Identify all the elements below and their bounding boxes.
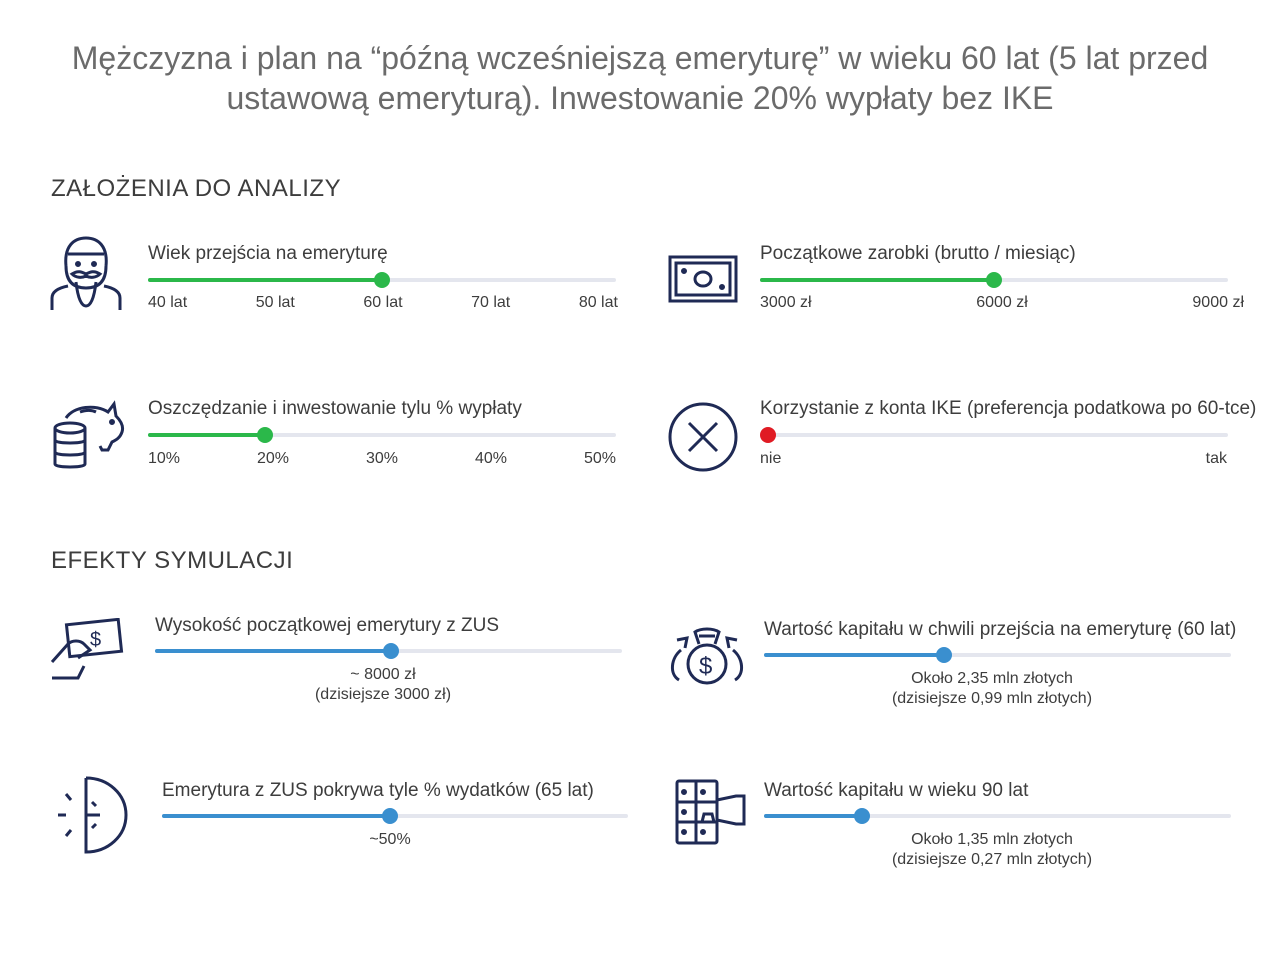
result-bar: [764, 647, 1231, 663]
tick-label: tak: [1205, 450, 1227, 467]
result-line: ~ 8000 zł: [350, 666, 416, 683]
tick-label: 3000 zł: [760, 294, 812, 311]
result-line: ~50%: [369, 831, 411, 848]
result-line-today: (dzisiejsze 0,99 mln złotych): [891, 690, 1093, 707]
old-man-icon: [50, 236, 122, 310]
slider-ticks: 10% 20% 30% 40% 50%: [148, 450, 616, 468]
slider-label: Wiek przejścia na emeryturę: [148, 243, 388, 264]
tick-label: 9000 zł: [1192, 294, 1244, 311]
result-value: ~ 8000 zł (dzisiejsze 3000 zł): [233, 665, 533, 705]
tick-label: 40%: [474, 450, 507, 467]
tick-label: 20%: [256, 450, 290, 467]
slider-ticks: 40 lat 50 lat 60 lat 70 lat 80 lat: [148, 294, 618, 312]
tick-label: 50 lat: [255, 294, 295, 311]
result-line-today: (dzisiejsze 3000 zł): [314, 686, 452, 703]
x-circle-icon: [668, 402, 738, 472]
effects-heading: EFEKTY SYMULACJI: [51, 547, 294, 574]
tick-label: 50%: [583, 450, 616, 467]
tick-label: 30%: [365, 450, 398, 467]
savings-slider[interactable]: [148, 427, 616, 443]
slider-fill: [162, 814, 391, 818]
piggy-bank-icon: [53, 400, 124, 469]
age-slider[interactable]: [148, 272, 616, 288]
result-bar: [764, 808, 1231, 824]
result-line: Około 1,35 mln złotych: [911, 831, 1073, 848]
slider-fill: [148, 433, 265, 437]
tick-label: 6000 zł: [976, 294, 1028, 311]
slider-fill: [155, 649, 391, 653]
tick-label: nie: [760, 450, 782, 467]
slider-knob[interactable]: [374, 272, 390, 288]
result-value: ~50%: [240, 830, 540, 850]
result-value: Około 1,35 mln złotych (dzisiejsze 0,27 …: [842, 830, 1142, 870]
earnings-slider[interactable]: [760, 272, 1228, 288]
tick-label: 10%: [148, 450, 181, 467]
banknote-icon: [668, 255, 738, 303]
slider-knob: [382, 643, 399, 659]
slider-ticks: 3000 zł 6000 zł 9000 zł: [760, 294, 1244, 312]
slider-knob: [935, 647, 952, 663]
slider-fill: [764, 653, 944, 657]
result-bar: [155, 643, 622, 659]
ike-slider[interactable]: [760, 427, 1228, 443]
tick-label: 60 lat: [363, 294, 403, 311]
slider-knob[interactable]: [760, 427, 776, 443]
hand-money-icon: $: [50, 618, 124, 680]
slider-knob: [854, 808, 871, 824]
slider-label: Początkowe zarobki (brutto / miesiąc): [760, 243, 1076, 264]
result-bar: [162, 808, 628, 824]
slider-knob: [382, 808, 399, 824]
result-label: Wartość kapitału w chwili przejścia na e…: [764, 619, 1237, 640]
slider-label: Oszczędzanie i inwestowanie tylu % wypła…: [148, 398, 522, 419]
slider-fill: [148, 278, 382, 282]
slider-knob[interactable]: [986, 272, 1002, 288]
tick-label: 40 lat: [148, 294, 188, 311]
tick-label: 80 lat: [578, 294, 618, 311]
tick-label: 70 lat: [471, 294, 511, 311]
result-label: Wysokość początkowej emerytury z ZUS: [155, 615, 500, 636]
slider-fill: [764, 814, 863, 818]
slider-fill: [760, 278, 994, 282]
slider-knob[interactable]: [257, 427, 273, 443]
result-label: Emerytura z ZUS pokrywa tyle % wydatków …: [162, 780, 594, 801]
result-value: Około 2,35 mln złotych (dzisiejsze 0,99 …: [842, 669, 1142, 709]
half-clock-icon: [58, 776, 128, 854]
svg-text:$: $: [90, 629, 101, 651]
assumptions-heading: ZAŁOŻENIA DO ANALIZY: [51, 175, 342, 202]
slider-label: Korzystanie z konta IKE (preferencja pod…: [760, 398, 1257, 419]
result-label: Wartość kapitału w wieku 90 lat: [764, 780, 1029, 801]
result-line-today: (dzisiejsze 0,27 mln złotych): [891, 851, 1093, 868]
slider-ticks: nie tak: [760, 450, 1227, 468]
result-line: Około 2,35 mln złotych: [911, 670, 1073, 687]
money-bags-icon: $: [671, 627, 743, 685]
safe-deposit-icon: [675, 779, 746, 845]
page-title: Mężczyzna i plan na “późną wcześniejszą …: [71, 40, 1209, 116]
svg-text:$: $: [699, 653, 712, 680]
